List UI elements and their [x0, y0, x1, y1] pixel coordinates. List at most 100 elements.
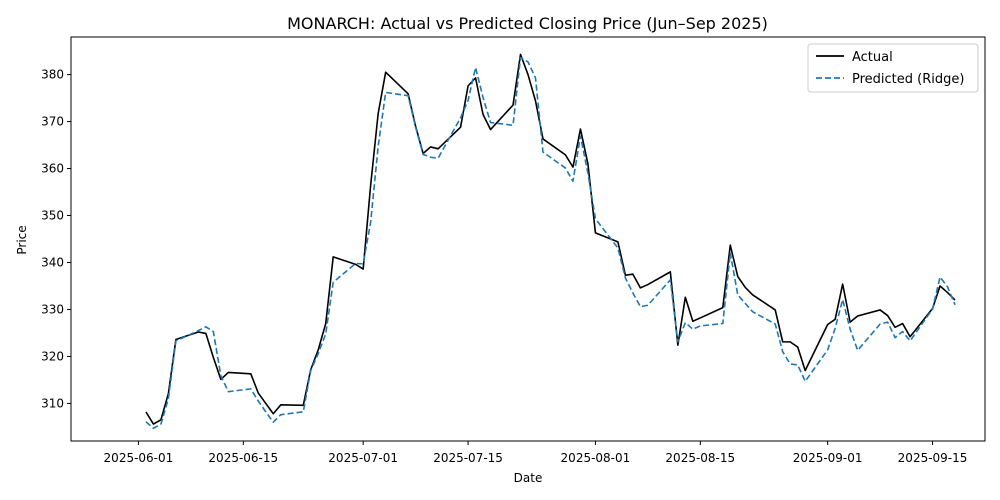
data-point — [909, 335, 912, 338]
data-point — [631, 292, 634, 295]
data-point — [159, 423, 162, 426]
data-point — [489, 128, 492, 131]
data-point — [257, 400, 260, 403]
data-point — [429, 156, 432, 159]
data-point — [212, 330, 215, 333]
data-point — [437, 147, 440, 150]
y-axis: 310 320 330 340 350 360 370 380 — [41, 68, 71, 410]
data-point — [751, 310, 754, 313]
data-point — [736, 293, 739, 296]
data-point — [309, 369, 312, 372]
data-point — [631, 273, 634, 276]
data-point — [174, 339, 177, 342]
data-point — [414, 126, 417, 129]
data-point — [594, 217, 597, 220]
data-point — [841, 298, 844, 301]
data-point — [167, 397, 170, 400]
data-point — [279, 413, 282, 416]
data-point — [879, 308, 882, 311]
data-point — [841, 283, 844, 286]
data-point — [639, 305, 642, 308]
data-point — [384, 71, 387, 74]
data-point — [519, 56, 522, 59]
data-point — [332, 255, 335, 258]
data-point — [571, 180, 574, 183]
data-point — [781, 340, 784, 343]
data-point — [721, 322, 724, 325]
data-point — [407, 94, 410, 97]
data-point — [564, 153, 567, 156]
data-point — [669, 270, 672, 273]
data-point — [219, 374, 222, 377]
y-axis-label: Price — [15, 225, 29, 254]
x-tick-label: 2025-06-15 — [208, 451, 278, 465]
legend-label-actual: Actual — [852, 50, 893, 65]
y-tick-label: 360 — [41, 162, 64, 176]
data-point — [909, 339, 912, 342]
series-predicted-ridge — [145, 56, 956, 430]
y-tick-label: 330 — [41, 302, 64, 316]
data-point — [639, 286, 642, 289]
data-point — [826, 348, 829, 351]
legend-box — [807, 43, 979, 93]
x-tick-label: 2025-09-01 — [793, 451, 863, 465]
data-point — [669, 278, 672, 281]
data-point — [939, 276, 942, 279]
y-tick-label: 320 — [41, 349, 64, 363]
data-point — [774, 308, 777, 311]
y-tick-label: 340 — [41, 255, 64, 269]
data-point — [369, 183, 372, 186]
data-point — [272, 421, 275, 424]
x-tick-label: 2025-08-01 — [561, 451, 631, 465]
data-point — [422, 153, 425, 156]
data-point — [676, 344, 679, 347]
data-point — [946, 291, 949, 294]
data-point — [212, 356, 215, 359]
data-point — [144, 410, 147, 413]
data-point — [849, 328, 852, 331]
data-point — [279, 403, 282, 406]
data-point — [751, 293, 754, 296]
legend: Actual Predicted (Ridge) — [807, 43, 979, 93]
data-point — [579, 128, 582, 131]
data-point — [459, 116, 462, 119]
x-tick-label: 2025-06-01 — [104, 451, 174, 465]
data-point — [354, 262, 357, 265]
data-point — [894, 326, 897, 329]
data-point — [152, 423, 155, 426]
x-tick-label: 2025-07-15 — [433, 451, 503, 465]
data-point — [324, 332, 327, 335]
data-point — [384, 91, 387, 94]
data-point — [317, 352, 320, 355]
data-point — [691, 320, 694, 323]
series-line-actual — [145, 53, 956, 425]
data-point — [646, 304, 649, 307]
data-point — [931, 308, 934, 311]
x-axis-label: Date — [514, 471, 543, 485]
data-point — [804, 369, 807, 372]
data-point — [646, 283, 649, 286]
data-point — [826, 323, 829, 326]
data-point — [901, 322, 904, 325]
x-tick-label: 2025-07-01 — [328, 451, 398, 465]
data-point — [377, 112, 380, 115]
data-point — [429, 145, 432, 148]
data-point — [676, 340, 679, 343]
data-point — [699, 316, 702, 319]
data-point — [272, 412, 275, 415]
data-point — [482, 113, 485, 116]
data-point — [954, 299, 957, 302]
data-point — [616, 240, 619, 243]
y-tick-label: 380 — [41, 68, 64, 82]
chart-title: MONARCH: Actual vs Predicted Closing Pri… — [287, 14, 768, 33]
data-point — [197, 329, 200, 332]
data-point — [879, 323, 882, 326]
x-tick-label: 2025-09-15 — [898, 451, 968, 465]
data-point — [227, 390, 230, 393]
data-point — [939, 284, 942, 287]
series-actual — [144, 53, 957, 426]
data-point — [474, 66, 477, 69]
data-point — [467, 84, 470, 87]
data-point — [541, 151, 544, 154]
